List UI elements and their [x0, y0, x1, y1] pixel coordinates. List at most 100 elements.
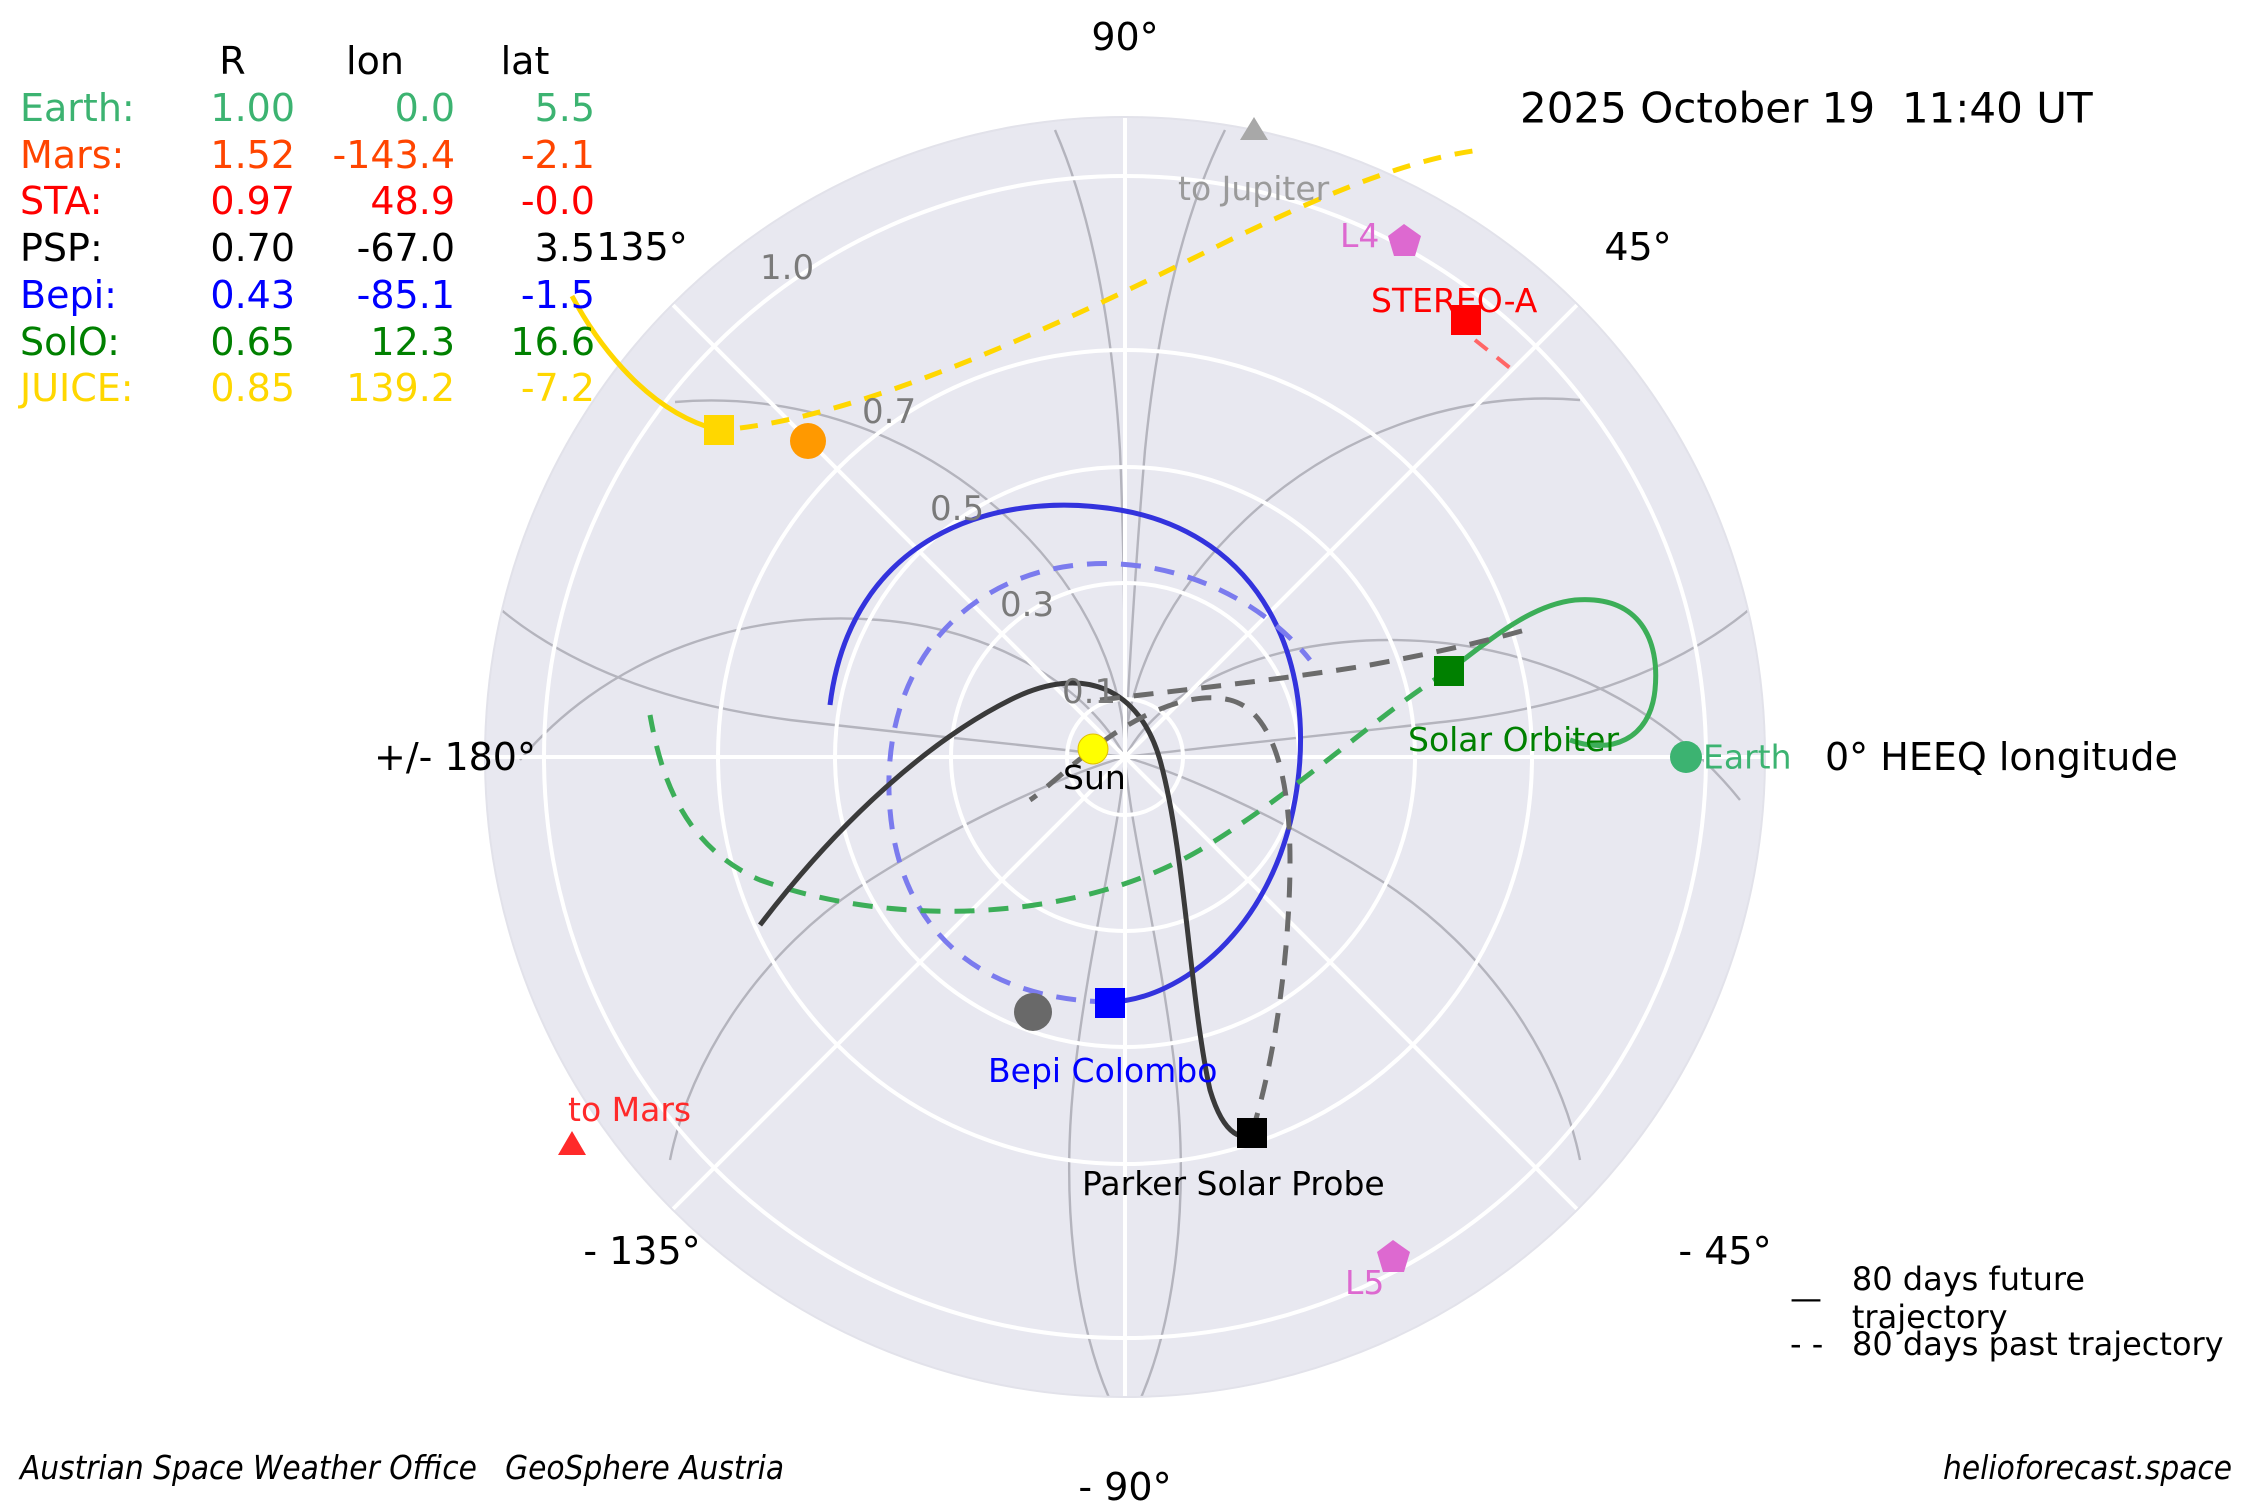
solo-marker[interactable] — [1434, 656, 1464, 686]
row-label-sta: STA: — [20, 179, 103, 224]
positions-table: R lon lat Earth: 1.00 0.0 5.5 Mars: 1.52… — [20, 38, 595, 412]
footer-organization: Austrian Space Weather Office GeoSphere … — [20, 1448, 785, 1487]
row-label-solo: SolO: — [20, 319, 120, 364]
row-label-juice: JUICE: — [20, 366, 134, 411]
table-row: STA: 0.97 48.9 -0.0 — [20, 178, 595, 225]
row-mars-lon: -143.4 — [332, 132, 456, 177]
row-mars-R: 1.52 — [210, 132, 295, 177]
header-R: R — [219, 39, 246, 83]
page-title: 2025 October 19 11:40 UT — [1520, 83, 2093, 133]
angle-tick-minus45: - 45° — [1678, 1229, 1772, 1273]
solo-label: Solar Orbiter — [1408, 720, 1620, 759]
stereoa-marker[interactable] — [1451, 305, 1481, 335]
footer-website: helioforecast.space — [1943, 1448, 2232, 1487]
table-header-row: R lon lat — [20, 38, 595, 85]
header-lat: lat — [500, 39, 550, 83]
angle-tick-135: 135° — [596, 225, 688, 269]
radial-tick-0.1: 0.1 — [1062, 672, 1117, 712]
plot-outer-boundary — [484, 116, 1766, 1398]
table-row: JUICE: 0.85 139.2 -7.2 — [20, 365, 595, 412]
psp-label: Parker Solar Probe — [1082, 1164, 1385, 1203]
table-row: Mars: 1.52 -143.4 -2.1 — [20, 132, 595, 179]
radial-tick-1.0: 1.0 — [760, 248, 815, 288]
angle-tick-0-heeq: 0° HEEQ longitude — [1825, 735, 2178, 779]
juice-past-trajectory — [739, 147, 1481, 431]
legend-row-future: — 80 days future trajectory — [1790, 1260, 2250, 1336]
bepi-label: Bepi Colombo — [988, 1051, 1218, 1090]
stereoa-past-trajectory — [1473, 338, 1517, 374]
sun-marker[interactable] — [1077, 733, 1109, 765]
row-sta-R: 0.97 — [210, 179, 295, 224]
l5-marker[interactable] — [1377, 1240, 1410, 1272]
row-label-psp: PSP: — [20, 226, 103, 270]
radial-tick-0.7: 0.7 — [862, 392, 917, 432]
row-mars-lat: -2.1 — [520, 132, 595, 177]
legend-label-past: 80 days past trajectory — [1852, 1325, 2224, 1363]
psp-past-trajectory — [1028, 695, 1293, 1133]
l4-marker[interactable] — [1388, 224, 1421, 256]
bepi-marker[interactable] — [1095, 988, 1125, 1018]
row-solo-lat: 16.6 — [510, 319, 595, 364]
angle-tick-90: 90° — [1091, 15, 1159, 59]
to-jupiter-label: to Jupiter — [1178, 169, 1330, 208]
radial-tick-0.5: 0.5 — [930, 489, 985, 529]
mars-direction-marker[interactable] — [558, 1131, 586, 1155]
solid-line-icon: — — [1790, 1279, 1822, 1317]
l5-label: L5 — [1345, 1263, 1385, 1302]
row-juice-lat: -7.2 — [520, 366, 595, 411]
row-psp-lat: 3.5 — [534, 226, 595, 270]
psp-future-trajectory — [758, 680, 1254, 1139]
row-label-earth: Earth: — [20, 85, 135, 130]
psp-past-trajectory-outer — [1099, 627, 1526, 703]
to-mars-label: to Mars — [568, 1090, 692, 1129]
trajectory-legend: — 80 days future trajectory - - 80 days … — [1790, 1260, 2250, 1367]
row-psp-R: 0.70 — [210, 226, 295, 270]
legend-row-past: - - 80 days past trajectory — [1790, 1321, 2250, 1367]
solo-past-trajectory — [647, 667, 1452, 914]
row-bepi-R: 0.43 — [210, 272, 295, 317]
row-juice-lon: 139.2 — [346, 366, 455, 411]
row-solo-lon: 12.3 — [370, 319, 455, 364]
row-earth-R: 1.00 — [210, 85, 295, 130]
legend-label-future: 80 days future trajectory — [1851, 1260, 2085, 1336]
solo-future-trajectory — [1448, 597, 1659, 749]
earth-marker[interactable] — [1670, 741, 1702, 773]
header-lon: lon — [346, 39, 404, 83]
row-label-bepi: Bepi: — [20, 272, 117, 317]
radial-tick-0.3: 0.3 — [1000, 585, 1055, 625]
angle-tick-45: 45° — [1604, 225, 1672, 269]
row-solo-R: 0.65 — [210, 319, 295, 364]
row-earth-lon: 0.0 — [394, 85, 455, 130]
positions-table-grid: R lon lat Earth: 1.00 0.0 5.5 Mars: 1.52… — [20, 38, 595, 412]
row-label-mars: Mars: — [20, 132, 125, 177]
header-blank — [20, 38, 170, 85]
angle-tick-180: +/- 180° — [374, 735, 536, 779]
to-jupiter-marker — [1240, 117, 1268, 140]
venus-marker[interactable] — [790, 423, 826, 459]
psp-marker[interactable] — [1237, 1118, 1267, 1148]
row-bepi-lon: -85.1 — [356, 272, 455, 317]
table-row: Bepi: 0.43 -85.1 -1.5 — [20, 272, 595, 319]
dashed-line-icon: - - — [1790, 1325, 1824, 1363]
table-row: SolO: 0.65 12.3 16.6 — [20, 319, 595, 366]
angular-gridlines — [485, 117, 1765, 1397]
row-sta-lat: -0.0 — [520, 179, 595, 224]
row-earth-lat: 5.5 — [534, 85, 595, 130]
bepi-future-trajectory — [827, 502, 1304, 1005]
angle-tick-minus90: - 90° — [1078, 1465, 1172, 1509]
l4-label: L4 — [1340, 216, 1380, 255]
bepi-past-trajectory — [886, 561, 1312, 1005]
stereoa-label: STEREO-A — [1371, 281, 1538, 320]
table-row: PSP: 0.70 -67.0 3.5 — [20, 225, 595, 272]
mercury-marker[interactable] — [1014, 993, 1052, 1031]
row-bepi-lat: -1.5 — [520, 272, 595, 317]
juice-future-trajectory — [569, 294, 719, 433]
earth-label: Earth — [1703, 737, 1792, 777]
row-juice-R: 0.85 — [210, 366, 295, 411]
angle-tick-minus135: - 135° — [583, 1229, 701, 1273]
juice-marker[interactable] — [704, 415, 734, 445]
sun-label: Sun — [1063, 758, 1126, 797]
row-psp-lon: -67.0 — [356, 226, 455, 270]
